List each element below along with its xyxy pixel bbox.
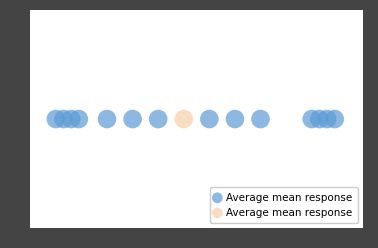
Point (324, 117, 330, 121)
Point (68, 117, 74, 121)
Point (309, 117, 315, 121)
Point (53, 117, 59, 121)
Legend: Average mean response, Average mean response: Average mean response, Average mean resp… (209, 187, 358, 223)
Point (316, 117, 322, 121)
Point (130, 117, 136, 121)
Point (232, 117, 238, 121)
Point (181, 117, 187, 121)
Point (206, 117, 212, 121)
Point (155, 117, 161, 121)
Point (60, 117, 67, 121)
Point (257, 117, 263, 121)
Point (332, 117, 338, 121)
Point (104, 117, 110, 121)
Point (76, 117, 82, 121)
